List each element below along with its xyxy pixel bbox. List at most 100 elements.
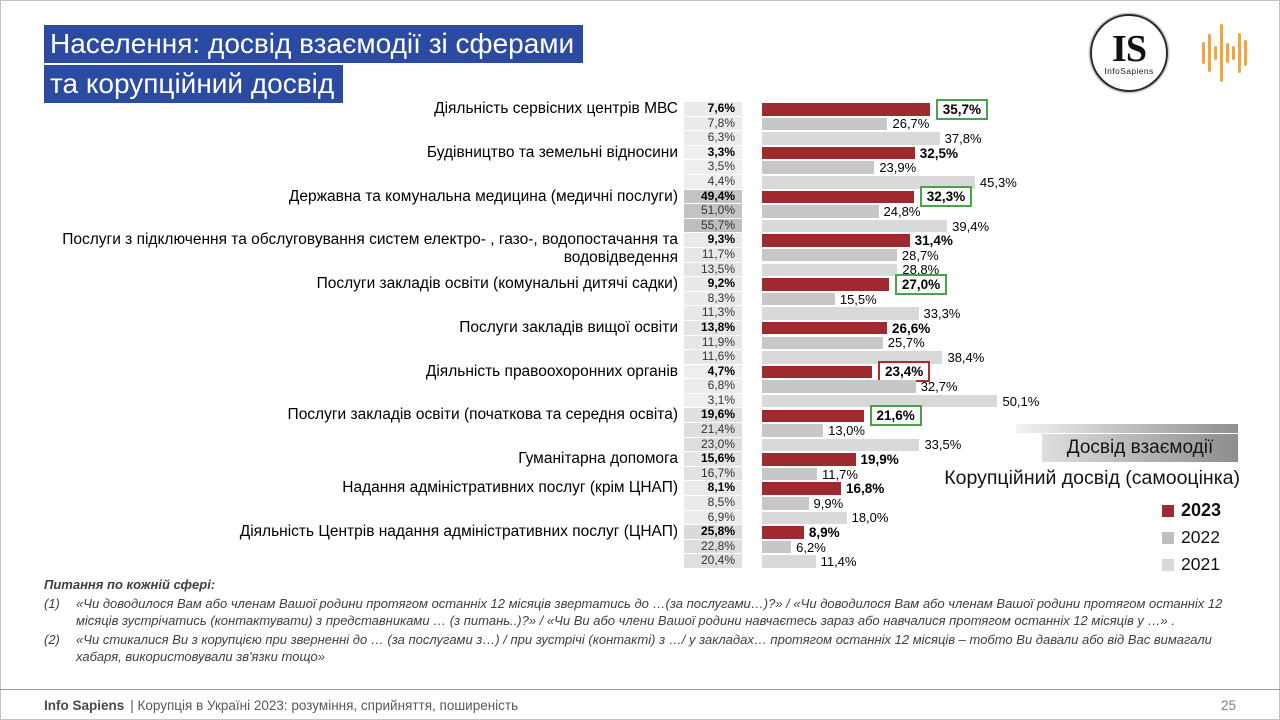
bar-line: 38,4%	[762, 350, 984, 365]
interaction-values: 8,1% 8,5% 6,9%	[684, 481, 742, 525]
infosapiens-logo-initials: IS	[1112, 27, 1147, 70]
interaction-values: 7,6% 7,8% 6,3%	[684, 101, 742, 146]
footnote-2: (2) «Чи стикалися Ви з корупцією при зве…	[44, 632, 1242, 665]
bar-2021	[762, 394, 998, 408]
corruption-bars: 19,9% 11,7%	[762, 452, 899, 482]
chart-row: Будівництво та земельні відносини 3,3% 3,5…	[44, 144, 1039, 190]
footer-report-title: | Корупція в Україні 2023: розуміння, сп…	[130, 697, 519, 713]
bar-2022	[762, 467, 817, 481]
legend-item-2022: 2022	[1162, 524, 1221, 551]
wave-bars-svg	[1202, 24, 1247, 82]
bar-2023	[762, 190, 914, 204]
corruption-bars: 27,0% 15,5% 33,3%	[762, 273, 960, 321]
legend-swatch-icon	[1162, 531, 1174, 544]
interaction-value-2022: 11,9%	[684, 335, 742, 350]
interaction-value-2022: 11,7%	[684, 247, 742, 262]
bar-2022	[762, 205, 879, 218]
footer-brand: Info Sapiens	[44, 697, 125, 713]
bar-2023	[762, 409, 864, 423]
chart-row: Державна та комунальна медицина (медичні…	[44, 186, 1039, 234]
bar-line: 11,4%	[762, 554, 856, 569]
interaction-values: 15,6% 16,7%	[684, 452, 742, 481]
bar-2021	[762, 263, 898, 277]
bar-line: 11,7%	[762, 467, 899, 482]
bar-line: 18,0%	[762, 510, 889, 526]
chart-rows: Діяльність сервісних центрів МВС 7,6% 7,8%…	[44, 98, 1040, 569]
corruption-bars: 16,8% 9,9% 18,0%	[762, 481, 888, 525]
corruption-bars: 8,9% 6,2% 11,4%	[762, 525, 856, 569]
gradient-strip	[1016, 424, 1238, 433]
bar-value-2023: 31,4%	[914, 233, 953, 249]
slide-title: Населення: досвід взаємодії зі сферами т…	[44, 25, 584, 105]
bar-2023	[762, 526, 804, 539]
interaction-value-2022: 8,3%	[684, 291, 742, 306]
bar-line: 6,2%	[762, 540, 856, 555]
interaction-value-2021: 55,7%	[684, 218, 742, 233]
bar-value-2022: 11,7%	[821, 466, 858, 482]
title-line-2: та корупційний досвід	[44, 65, 344, 103]
bar-value-2022: 23,9%	[879, 160, 917, 176]
interaction-values: 13,8% 11,9% 11,6%	[684, 320, 742, 365]
interaction-value-2023: 7,6%	[684, 101, 742, 116]
footnote-1: (1) «Чи доводилося Вам або членам Вашої …	[44, 596, 1242, 629]
category-label: Послуги закладів вищої освіти	[459, 318, 678, 336]
bar-2021	[762, 555, 816, 568]
interaction-values: 49,4% 51,0% 55,7%	[684, 189, 742, 234]
bar-2022	[762, 424, 824, 437]
category-label: Послуги з підключення та обслуговування …	[62, 231, 678, 267]
bar-line: 24,8%	[762, 204, 989, 219]
bar-value-2022: 28,7%	[901, 247, 939, 263]
bar-line: 15,5%	[762, 292, 960, 307]
bar-line: 26,7%	[762, 116, 988, 132]
interaction-value-2022: 16,7%	[684, 466, 742, 481]
chart-row: Послуги закладів освіти (початкова та се…	[44, 405, 1039, 452]
bar-value-2023: 16,8%	[845, 481, 885, 497]
bar-line: 39,4%	[762, 219, 989, 234]
bar-value-2023: 8,9%	[808, 525, 840, 541]
bar-2022	[762, 292, 835, 306]
category-label: Послуги закладів освіти (комунальні дитя…	[316, 275, 678, 293]
interaction-header-label: Досвід взаємодії	[1042, 434, 1238, 462]
bar-value-2021: 38,4%	[947, 349, 985, 365]
corruption-bars: 26,6% 25,7% 38,4%	[762, 321, 984, 365]
bar-2021	[762, 351, 943, 364]
bar-2022	[762, 161, 875, 174]
chart-row: Діяльність сервісних центрів МВС 7,6% 7,8%…	[44, 98, 1039, 146]
legend-swatch-icon	[1162, 504, 1174, 517]
bar-line: 16,8%	[762, 481, 888, 496]
corruption-bars: 32,5% 23,9% 45,3%	[762, 146, 1017, 190]
corruption-bars: 32,3% 24,8% 39,4%	[762, 186, 989, 234]
interaction-value-2023: 9,3%	[684, 233, 742, 247]
bar-line: 37,8%	[762, 131, 988, 146]
infosapiens-logo-name: InfoSapiens	[1104, 65, 1154, 76]
bar-value-2023: 32,3%	[919, 186, 973, 208]
bar-value-2022: 15,5%	[839, 291, 877, 307]
bar-line: 27,0%	[762, 273, 960, 295]
bar-2023	[762, 453, 856, 466]
bar-value-2021: 45,3%	[979, 174, 1017, 190]
bar-line: 8,9%	[762, 525, 856, 540]
bar-value-2021: 50,1%	[1002, 393, 1040, 409]
chart-row: Діяльність правоохоронних органів 4,7% 6,8…	[44, 361, 1040, 409]
interaction-value-2023: 49,4%	[684, 189, 742, 204]
bar-value-2022: 26,7%	[892, 116, 930, 132]
interaction-value-2021: 23,0%	[684, 437, 742, 452]
interaction-values: 9,3% 11,7% 13,5%	[684, 233, 742, 277]
interaction-value-2023: 8,1%	[684, 481, 742, 496]
chart-legend: 2023 2022 2021	[1162, 497, 1221, 578]
bar-value-2021: 18,0%	[851, 510, 889, 526]
category-label: Діяльність Центрів надання адміністратив…	[239, 523, 678, 541]
bar-2022	[762, 336, 883, 350]
bar-value-2021: 11,4%	[820, 554, 857, 570]
category-label: Послуги закладів освіти (початкова та се…	[287, 406, 678, 424]
bar-value-2021: 37,8%	[944, 130, 982, 146]
bar-2022	[762, 248, 897, 262]
interaction-value-2021: 3,1%	[684, 393, 742, 408]
bar-value-2023: 21,6%	[869, 405, 922, 427]
bar-line: 23,9%	[762, 160, 1017, 175]
bar-2021	[762, 219, 948, 233]
bar-2023	[762, 234, 910, 247]
chart: Діяльність сервісних центрів МВС 7,6% 7,8%…	[44, 98, 1040, 569]
bar-2021	[762, 176, 975, 189]
